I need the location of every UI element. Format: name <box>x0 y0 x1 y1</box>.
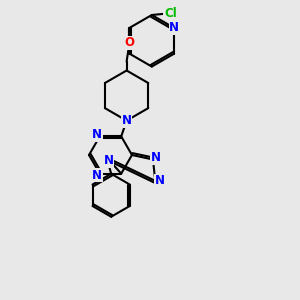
Text: N: N <box>151 151 161 164</box>
Text: N: N <box>92 169 102 182</box>
Text: N: N <box>169 21 179 34</box>
Text: N: N <box>103 154 114 167</box>
Text: N: N <box>154 174 164 187</box>
Text: N: N <box>92 128 102 142</box>
Text: Cl: Cl <box>164 7 177 20</box>
Text: N: N <box>122 114 132 127</box>
Text: O: O <box>124 36 134 50</box>
